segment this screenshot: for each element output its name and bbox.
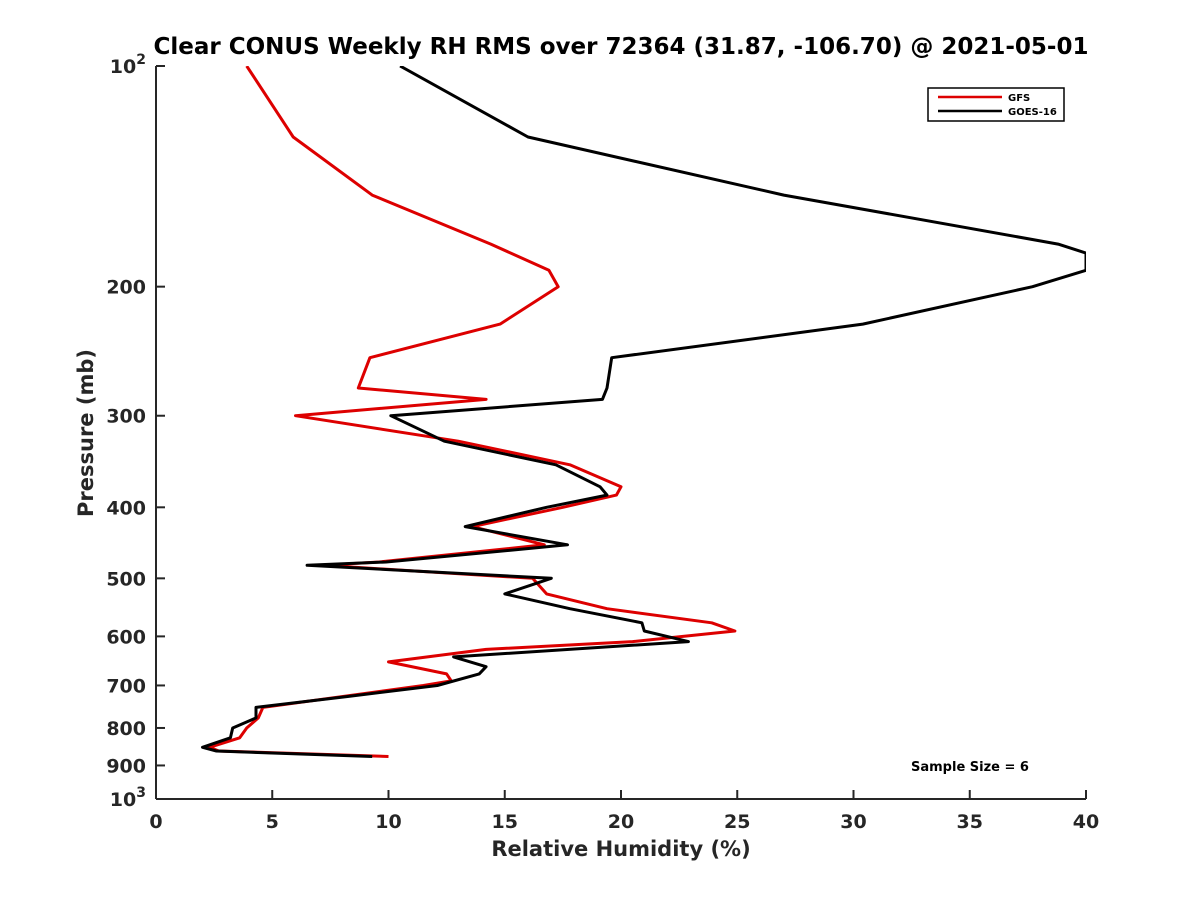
x-axis-label: Relative Humidity (%) [491,837,750,861]
series-line-goes16 [201,66,1086,758]
legend: GFS GOES-16 [927,87,1065,122]
x-tick-group: 0 5 10 15 20 25 30 35 40 [149,790,1099,833]
y-tick-label: 900 [106,755,146,777]
x-tick-label: 20 [608,811,634,833]
y-tick-label: 500 [106,568,146,590]
legend-label-goes16: GOES-16 [1008,107,1057,118]
y-tick-label: 300 [106,406,146,428]
series-layer [201,66,1086,758]
y-tick-label: 600 [106,626,146,648]
x-tick-label: 10 [375,811,401,833]
sample-size-annotation: Sample Size = 6 [911,760,1029,775]
y-tick-label: 400 [106,497,146,519]
x-tick-label: 25 [724,811,750,833]
x-tick-label: 5 [266,811,279,833]
x-tick-label: 35 [957,811,983,833]
y-tick-label: 200 [106,277,146,299]
legend-label-gfs: GFS [1008,93,1030,104]
x-tick-label: 0 [149,811,162,833]
legend-box [927,87,1065,122]
x-tick-label: 15 [492,811,518,833]
x-tick-label: 30 [840,811,866,833]
y-tick-label: 800 [106,718,146,740]
y-tick-label: 700 [106,675,146,697]
y-axis-label: Pressure (mb) [74,349,98,517]
x-tick-label: 40 [1073,811,1099,833]
chart-title: Clear CONUS Weekly RH RMS over 72364 (31… [154,34,1089,60]
